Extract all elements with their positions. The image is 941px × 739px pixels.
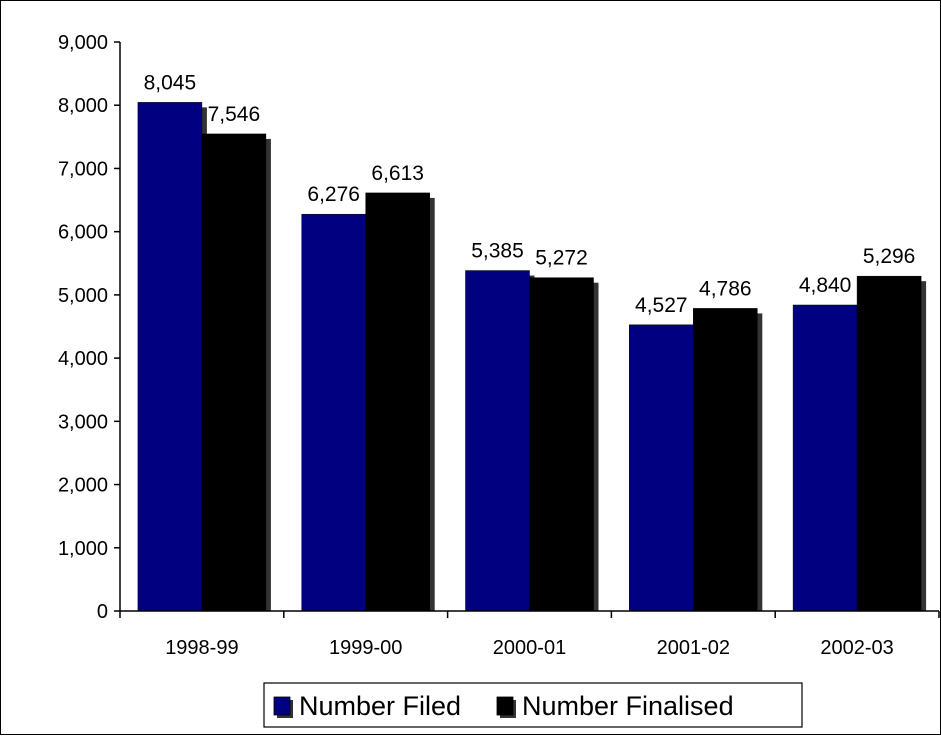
legend: Number Filed Number Finalised bbox=[263, 682, 803, 728]
data-label: 4,527 bbox=[635, 294, 688, 317]
x-tick-label: 1998-99 bbox=[165, 637, 238, 659]
y-tick-label: 7,000 bbox=[58, 158, 108, 180]
bar-number-filed bbox=[629, 324, 694, 612]
y-axis: 0 1,000 2,000 3,000 4,000 5,000 6,000 7,000 8,00… bbox=[58, 32, 121, 623]
legend-box bbox=[263, 682, 803, 728]
data-label: 4,786 bbox=[699, 277, 752, 300]
data-label: 7,546 bbox=[208, 103, 261, 126]
bar-number-finalised bbox=[856, 275, 922, 612]
data-label: 5,385 bbox=[471, 240, 524, 263]
y-tick-label: 6,000 bbox=[58, 222, 108, 244]
data-label: 8,045 bbox=[144, 71, 197, 94]
bar-number-finalised bbox=[201, 133, 267, 612]
x-tick-label: 2001-02 bbox=[657, 637, 730, 659]
x-tick-label: 2002-03 bbox=[820, 637, 893, 659]
x-tick-label: 2000-01 bbox=[493, 637, 566, 659]
data-labels: 8,045 7,546 6,276 6,613 5,385 5,272 4,527 4,786… bbox=[144, 71, 916, 316]
y-tick-label: 0 bbox=[97, 601, 108, 623]
y-tick-label: 1,000 bbox=[58, 538, 108, 560]
data-label: 5,272 bbox=[535, 247, 588, 270]
y-tick-label: 3,000 bbox=[58, 411, 108, 433]
bar-number-filed bbox=[792, 304, 858, 612]
y-tick-label: 9,000 bbox=[58, 32, 108, 54]
bar-number-finalised bbox=[529, 277, 594, 612]
y-tick-label: 5,000 bbox=[58, 285, 108, 307]
y-tick-label: 2,000 bbox=[58, 475, 108, 497]
bar-number-filed bbox=[301, 213, 366, 612]
x-tick-label: 1999-00 bbox=[329, 637, 402, 659]
bar-number-finalised bbox=[693, 308, 758, 612]
legend-label: Number Finalised bbox=[522, 691, 734, 721]
data-label: 5,296 bbox=[863, 245, 916, 268]
y-tick-label: 4,000 bbox=[58, 348, 108, 370]
data-label: 6,613 bbox=[371, 162, 424, 185]
bars bbox=[137, 102, 927, 612]
bar-number-filed bbox=[465, 270, 530, 612]
legend-swatch-number-filed bbox=[273, 696, 291, 716]
y-tick-label: 8,000 bbox=[58, 95, 108, 117]
bar-number-finalised bbox=[365, 192, 430, 612]
data-label: 4,840 bbox=[799, 274, 852, 297]
data-label: 6,276 bbox=[307, 183, 360, 206]
legend-swatch-number-finalised bbox=[496, 696, 514, 716]
x-axis: 1998-99 1999-00 2000-01 2001-02 2002-03 bbox=[119, 610, 940, 659]
legend-label: Number Filed bbox=[299, 691, 461, 721]
bar-number-filed bbox=[137, 102, 203, 612]
